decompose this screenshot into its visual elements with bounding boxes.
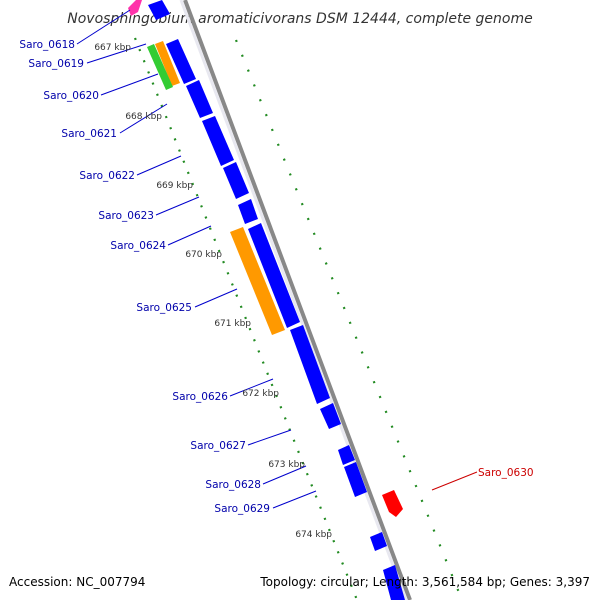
- tick-label: 673 kbp: [268, 460, 305, 470]
- tick-label: 670 kbp: [185, 250, 222, 260]
- gene-label[interactable]: Saro_0620: [43, 90, 99, 102]
- gene-arrow[interactable]: [338, 445, 355, 465]
- gene-arrow[interactable]: [186, 80, 213, 118]
- gene-arrow[interactable]: [320, 403, 341, 429]
- gene-label[interactable]: Saro_0630: [478, 467, 534, 479]
- gene-arrow[interactable]: [166, 39, 196, 84]
- gene-label[interactable]: Saro_0625: [136, 302, 192, 314]
- gene-label[interactable]: Saro_0626: [172, 391, 228, 403]
- gene-arrow-orange[interactable]: [155, 41, 180, 86]
- tick-label: 672 kbp: [242, 389, 279, 399]
- genome-backbone: [183, 0, 412, 600]
- gene-arrow[interactable]: [248, 223, 300, 328]
- forward-genes: [148, 0, 405, 600]
- label-connector-red: [431, 471, 478, 491]
- gene-labels: Saro_0618 Saro_0619 Saro_0620 Saro_0621 …: [19, 39, 533, 515]
- gene-arrow[interactable]: [370, 532, 387, 551]
- gene-arrow[interactable]: [238, 199, 258, 224]
- gene-label[interactable]: Saro_0618: [19, 39, 75, 51]
- gene-arrow[interactable]: [202, 116, 234, 166]
- tick-label: 669 kbp: [156, 181, 193, 191]
- gene-arrow[interactable]: [344, 462, 367, 497]
- gene-label[interactable]: Saro_0629: [214, 503, 270, 515]
- backbone-highlight: [179, 0, 408, 600]
- gene-label[interactable]: Saro_0621: [61, 128, 117, 140]
- gene-arrow-green[interactable]: [147, 44, 173, 90]
- gene-label[interactable]: Saro_0623: [98, 210, 154, 222]
- gene-label[interactable]: Saro_0622: [79, 170, 135, 182]
- tick-label: 671 kbp: [214, 319, 251, 329]
- tick-label: 674 kbp: [295, 530, 332, 540]
- genome-summary: Topology: circular; Length: 3,561,584 bp…: [259, 575, 590, 589]
- gene-arrow[interactable]: [290, 325, 330, 404]
- gene-label[interactable]: Saro_0627: [190, 440, 246, 452]
- tick-label: 668 kbp: [125, 112, 162, 122]
- gene-arrow[interactable]: [383, 565, 405, 600]
- tick-label: 667 kbp: [94, 43, 131, 53]
- kbp-ticks: 667 kbp 668 kbp 669 kbp 670 kbp 671 kbp …: [94, 43, 332, 540]
- gene-arrow-orange-large[interactable]: [230, 227, 285, 335]
- gene-arrow-reverse[interactable]: [382, 490, 403, 517]
- gene-label[interactable]: Saro_0628: [205, 479, 261, 491]
- gene-label[interactable]: Saro_0624: [110, 240, 166, 252]
- accession-text: Accession: NC_007794: [9, 575, 145, 589]
- gene-arrow[interactable]: [223, 162, 249, 199]
- map-title: Novosphingobium aromaticivorans DSM 1244…: [67, 11, 532, 27]
- gene-label[interactable]: Saro_0619: [28, 58, 84, 70]
- gene-arrow[interactable]: [148, 0, 170, 20]
- label-connectors: [76, 9, 317, 509]
- gene-arrow-magenta[interactable]: [128, 0, 142, 16]
